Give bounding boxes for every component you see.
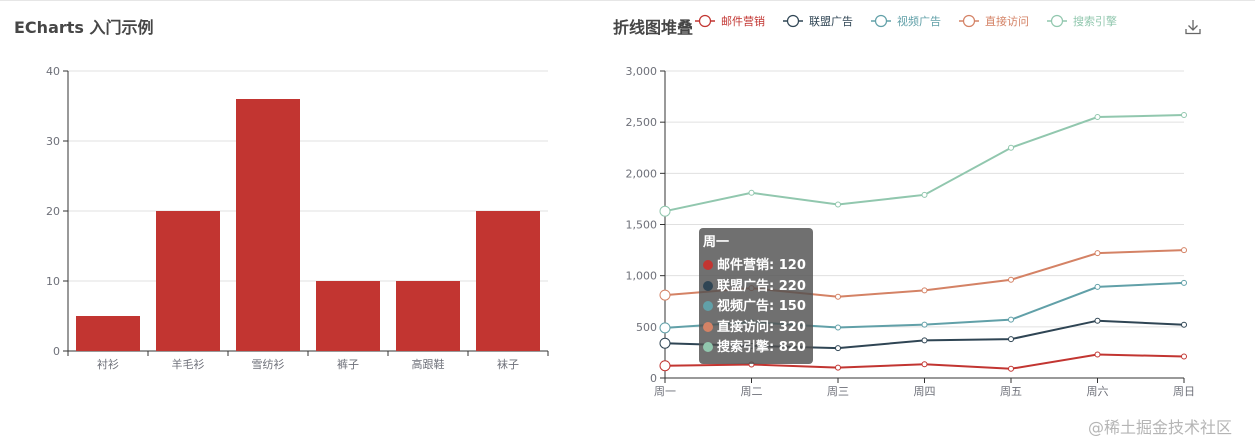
- line-x-tick-label: 周六: [1087, 385, 1109, 398]
- series-point: [1094, 283, 1101, 290]
- legend-label: 搜索引擎: [1073, 14, 1117, 28]
- tooltip-row: 视频广告: 150: [703, 297, 813, 318]
- series-point: [1008, 365, 1014, 372]
- tooltip-dot: [703, 342, 713, 352]
- line-y-tick-label: 3,000: [626, 65, 658, 78]
- bar: [316, 281, 380, 351]
- line-y-tick-label: 0: [650, 372, 657, 385]
- bar: [76, 316, 140, 351]
- series-point: [921, 361, 928, 368]
- tooltip-dot: [703, 260, 713, 270]
- series-point: [1094, 250, 1101, 257]
- bar-y-tick-label: 20: [46, 205, 60, 218]
- bar-y-tick-label: 30: [46, 135, 60, 148]
- line-y-tick-label: 1,500: [626, 219, 658, 232]
- download-icon[interactable]: [1184, 18, 1202, 36]
- tooltip-row: 搜索引擎: 820: [703, 338, 813, 359]
- line-chart-title: 折线图堆叠: [613, 18, 694, 37]
- series-point: [1181, 353, 1187, 360]
- bar: [396, 281, 460, 351]
- top-divider: [0, 0, 1255, 1]
- series-point: [1181, 247, 1187, 254]
- series-point: [835, 345, 841, 352]
- tooltip-row-label: 视频广告: 150: [717, 299, 806, 314]
- bar-y-tick-label: 10: [46, 275, 60, 288]
- series-point: [921, 321, 928, 328]
- series-point: [1094, 351, 1101, 358]
- tooltip-dot: [703, 280, 713, 291]
- legend-label: 直接访问: [985, 14, 1029, 28]
- series-point: [1008, 276, 1014, 283]
- series-point: [1008, 336, 1014, 343]
- watermark: @稀土掘金技术社区: [1088, 418, 1233, 437]
- bar-y-tick-label: 0: [53, 345, 60, 358]
- series-point: [921, 337, 928, 344]
- series-point: [1181, 112, 1187, 119]
- tooltip-row-label: 搜索引擎: 820: [717, 340, 806, 355]
- bar: [236, 99, 300, 351]
- legend-symbol: [786, 14, 800, 28]
- series-point: [659, 360, 671, 372]
- bar-x-tick-label: 羊毛衫: [172, 357, 205, 371]
- tooltip-row-label: 邮件营销: 120: [717, 258, 806, 273]
- bar-x-tick-label: 裤子: [337, 357, 359, 371]
- series-point: [659, 337, 671, 349]
- tooltip-row: 直接访问: 320: [703, 318, 813, 339]
- legend-label: 视频广告: [897, 14, 941, 28]
- series-point: [659, 205, 671, 217]
- tooltip-dot: [703, 301, 713, 311]
- bar-x-tick-label: 雪纺衫: [252, 357, 285, 371]
- series-point: [1181, 321, 1187, 328]
- series-point: [835, 364, 841, 371]
- bar-x-tick-label: 衬衫: [97, 358, 119, 371]
- line-y-tick-label: 1,000: [626, 270, 658, 283]
- line-x-tick-label: 周五: [1000, 385, 1022, 398]
- line-tooltip: 周一 邮件营销: 120 联盟广告: 220 视频广告: 150 直接访问: 3…: [699, 228, 813, 364]
- series-point: [1181, 279, 1187, 286]
- series-point: [921, 287, 928, 294]
- line-x-tick-label: 周四: [914, 385, 936, 398]
- bar-y-tick-label: 40: [46, 65, 60, 78]
- line-x-tick-label: 周三: [827, 385, 849, 398]
- line-y-tick-label: 2,000: [626, 167, 658, 180]
- tooltip-row-label: 联盟广告: 220: [717, 278, 806, 294]
- line-x-tick-label: 周日: [1173, 385, 1195, 398]
- legend-symbol: [698, 14, 712, 28]
- bar: [476, 211, 540, 351]
- tooltip-dot: [703, 321, 713, 332]
- series-point: [659, 322, 671, 334]
- bar: [156, 211, 220, 351]
- series-point: [835, 324, 841, 331]
- series-point: [1094, 317, 1101, 324]
- series-point: [1094, 114, 1101, 121]
- line-x-tick-label: 周二: [741, 385, 763, 398]
- tooltip-title: 周一: [703, 235, 730, 250]
- series-point: [835, 293, 841, 300]
- series-point: [748, 189, 755, 196]
- tooltip-row: 联盟广告: 220: [703, 277, 813, 298]
- line-x-tick-label: 周一: [654, 385, 676, 398]
- legend-symbol: [874, 14, 888, 28]
- series-point: [1008, 316, 1014, 323]
- legend-label: 邮件营销: [721, 14, 765, 28]
- series-point: [835, 201, 841, 208]
- bar-chart-title: ECharts 入门示例: [14, 18, 154, 37]
- series-point: [1008, 144, 1014, 151]
- legend-symbol: [1050, 14, 1064, 28]
- line-y-tick-label: 500: [636, 321, 657, 334]
- legend-label: 联盟广告: [809, 15, 853, 28]
- bar-x-tick-label: 袜子: [497, 357, 519, 371]
- tooltip-row-label: 直接访问: 320: [717, 319, 806, 335]
- legend-symbol: [962, 14, 976, 28]
- tooltip-row: 邮件营销: 120: [703, 256, 813, 277]
- series-point: [921, 191, 928, 198]
- bar-x-tick-label: 高跟鞋: [412, 357, 445, 371]
- line-y-tick-label: 2,500: [626, 116, 658, 129]
- series-point: [659, 289, 671, 301]
